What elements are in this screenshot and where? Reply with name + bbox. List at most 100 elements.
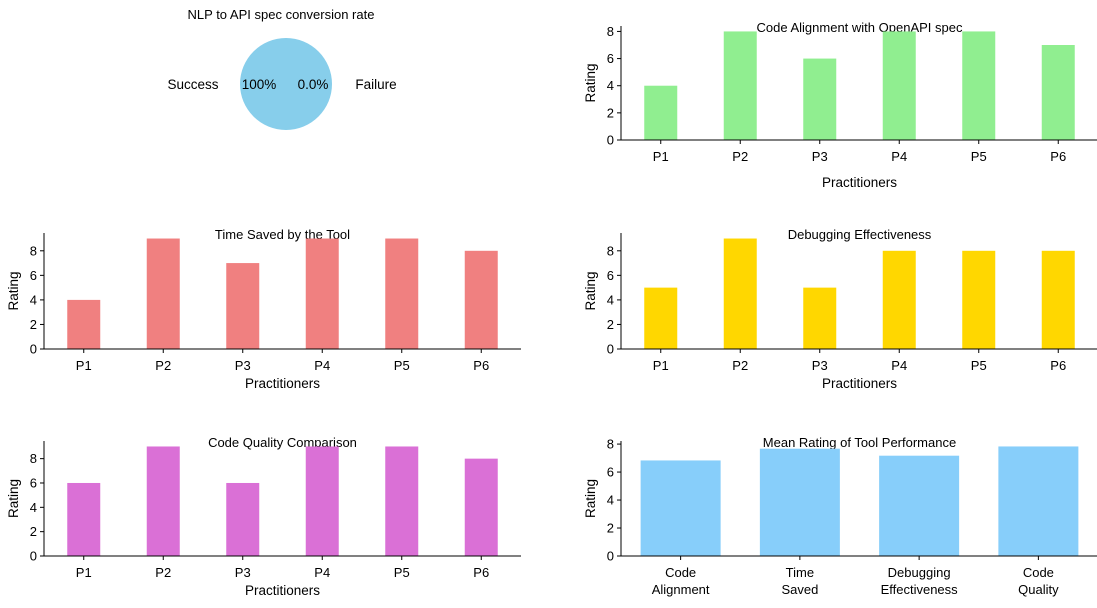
pie-title: NLP to API spec conversion rate: [188, 7, 375, 22]
y-tick-label: 2: [607, 105, 614, 120]
x-tick-label: P6: [473, 565, 489, 580]
bar: [67, 482, 101, 556]
chart-title: Time Saved by the Tool: [215, 227, 350, 242]
pie-value-success: 100%: [242, 77, 277, 92]
x-tick-label: P4: [891, 149, 907, 164]
bar: [998, 446, 1079, 556]
x-tick-label: P5: [971, 149, 987, 164]
y-tick-label: 6: [607, 51, 614, 66]
bar: [962, 31, 996, 140]
x-tick-label: Debugging Effectiveness: [881, 565, 959, 597]
x-tick-label: Code Quality: [1018, 565, 1059, 597]
chart-title: Code Alignment with OpenAPI spec: [757, 20, 963, 35]
bar: [305, 446, 339, 556]
x-tick-label: P5: [394, 565, 410, 580]
y-tick-label: 4: [607, 78, 614, 93]
y-tick-label: 8: [30, 451, 37, 466]
x-tick-label: P4: [314, 565, 330, 580]
x-tick-label: P6: [473, 358, 489, 373]
bar: [305, 238, 339, 349]
y-tick-label: 6: [30, 268, 37, 283]
bar: [464, 458, 498, 556]
y-tick-label: 4: [30, 292, 37, 307]
x-tick-label: P3: [235, 565, 251, 580]
y-axis-label: Rating: [6, 479, 21, 518]
x-tick-label: P5: [971, 358, 987, 373]
bar: [67, 299, 101, 349]
x-tick-label: Code Alignment: [652, 565, 710, 597]
y-tick-label: 4: [30, 500, 37, 515]
y-tick-label: 8: [30, 243, 37, 258]
x-axis-label: Practitioners: [822, 376, 897, 391]
bar: [644, 287, 678, 349]
bar: [640, 460, 721, 556]
x-tick-label: P4: [891, 358, 907, 373]
y-axis-label: Rating: [583, 479, 598, 518]
x-tick-label: P4: [314, 358, 330, 373]
y-tick-label: 0: [607, 549, 614, 564]
bar-chart-code-quality: Code Quality Comparison 0 2 4 6 8 P1 P2 P3 P4 P5 P6…: [6, 435, 521, 598]
y-axis-label: Rating: [583, 63, 598, 102]
y-tick-label: 6: [607, 268, 614, 283]
x-axis-label: Practitioners: [822, 175, 897, 190]
bar: [385, 238, 419, 349]
y-tick-label: 8: [607, 24, 614, 39]
y-tick-label: 0: [607, 342, 614, 357]
x-tick-label: P6: [1050, 149, 1066, 164]
y-tick-label: 0: [607, 133, 614, 148]
bar: [803, 287, 837, 349]
pie-label-success: Success: [167, 77, 218, 92]
bar: [226, 263, 260, 349]
bar-chart-code-alignment: Code Alignment with OpenAPI spec 0 2 4 6 8 P1 P…: [583, 20, 1097, 190]
y-tick-label: 8: [607, 243, 614, 258]
bar: [385, 446, 419, 556]
y-tick-label: 0: [30, 342, 37, 357]
y-tick-label: 8: [607, 437, 614, 452]
bar: [723, 238, 757, 349]
bar: [882, 250, 916, 349]
x-tick-label: P2: [155, 358, 171, 373]
bar-chart-debugging-effectiveness: Debugging Effectiveness 0 2 4 6 8 P1 P2 P3 P4 P5 P6…: [583, 227, 1097, 391]
bar: [1041, 45, 1075, 140]
x-tick-label: P1: [653, 149, 669, 164]
x-tick-label: P2: [732, 358, 748, 373]
x-tick-label: P5: [394, 358, 410, 373]
y-axis-label: Rating: [6, 271, 21, 310]
bar: [464, 250, 498, 349]
y-tick-label: 6: [607, 465, 614, 480]
y-tick-label: 0: [30, 549, 37, 564]
bar-chart-time-saved: Time Saved by the Tool 0 2 4 6 8 P1 P2 P3 P4 P5 P6 P…: [6, 227, 521, 391]
x-tick-label: P2: [732, 149, 748, 164]
x-axis-label: Practitioners: [245, 376, 320, 391]
x-tick-label: P2: [155, 565, 171, 580]
y-tick-label: 4: [607, 493, 614, 508]
chart-title: Mean Rating of Tool Performance: [763, 435, 956, 450]
bar: [226, 482, 260, 556]
pie-slice-success: [240, 38, 332, 130]
bar: [962, 250, 996, 349]
pie-chart-panel: NLP to API spec conversion rate Success …: [167, 7, 397, 130]
chart-title: Code Quality Comparison: [208, 435, 357, 450]
bar: [146, 446, 180, 556]
y-tick-label: 4: [607, 292, 614, 307]
x-axis-label: Practitioners: [245, 583, 320, 598]
y-tick-label: 2: [30, 524, 37, 539]
bar: [879, 455, 960, 556]
bar: [803, 58, 837, 141]
x-tick-label: P3: [812, 149, 828, 164]
bar: [644, 85, 678, 140]
bar: [1041, 250, 1075, 349]
x-tick-label: P3: [812, 358, 828, 373]
x-tick-label: Time Saved: [781, 565, 818, 597]
x-tick-label: P3: [235, 358, 251, 373]
y-tick-label: 2: [607, 317, 614, 332]
y-tick-label: 2: [607, 521, 614, 536]
y-axis-label: Rating: [583, 271, 598, 310]
chart-title: Debugging Effectiveness: [788, 227, 932, 242]
x-tick-label: P1: [653, 358, 669, 373]
bar: [146, 238, 180, 349]
bar: [759, 448, 840, 556]
x-tick-label: P1: [76, 358, 92, 373]
bar-chart-mean-rating: Mean Rating of Tool Performance 0 2 4 6 8 Code…: [583, 435, 1097, 597]
